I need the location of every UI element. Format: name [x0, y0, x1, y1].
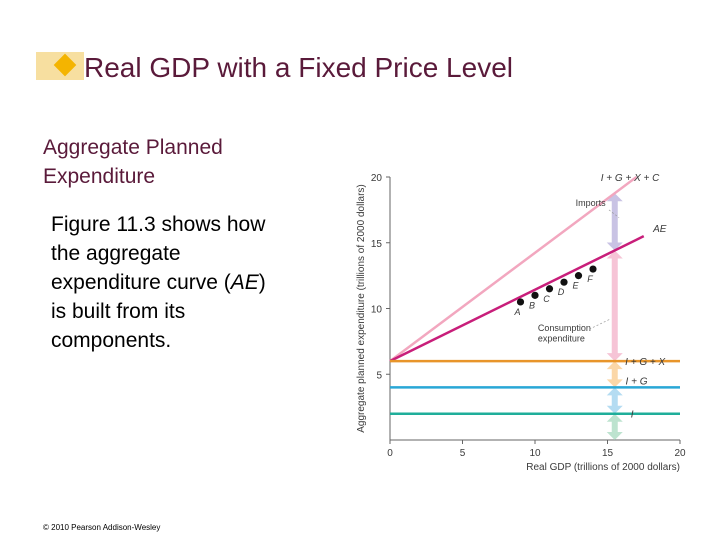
series-label: I + G + X: [625, 357, 665, 368]
body-line: components.: [51, 329, 172, 352]
chart-labels: Real GDP (trillions of 2000 dollars) Aggr…: [356, 173, 680, 473]
imports-arrow-head-down: [606, 242, 623, 251]
imports-arrow-head-up: [606, 193, 623, 202]
government-arrow-shaft: [611, 393, 618, 408]
consumption-arrow-head-up: [606, 250, 623, 259]
x-axis-label: Real GDP (trillions of 2000 dollars): [526, 462, 680, 473]
body-text-span: expenditure curve (: [51, 271, 231, 294]
y-tick-label: 20: [371, 173, 383, 184]
imports-arrow-shaft: [611, 199, 618, 245]
net-exports-arrow-shaft: [611, 367, 618, 382]
point-label: C: [543, 294, 550, 304]
chart-series: [389, 175, 680, 415]
government-arrow: [606, 387, 623, 414]
x-tick-label: 5: [460, 448, 466, 459]
series-label: I + G + X + C: [601, 173, 660, 184]
point-label: D: [558, 287, 565, 297]
body-paragraph: Figure 11.3 shows how the aggregate expe…: [51, 210, 313, 355]
body-line: is built from its: [51, 300, 186, 323]
x-tick-label: 15: [602, 448, 614, 459]
chart-grid: 0 5 10 15 20 5 10 15 20: [371, 173, 686, 459]
point-d: [560, 278, 568, 286]
point-label: A: [513, 307, 520, 317]
y-tick-label: 5: [376, 370, 382, 381]
body-line: the aggregate: [51, 242, 181, 265]
x-tick-label: 0: [387, 448, 393, 459]
investment-arrow-head-up: [606, 413, 623, 422]
net-exports-arrow-head-up: [606, 361, 623, 370]
series-ae: [389, 235, 645, 363]
ae-emphasis: AE: [230, 271, 259, 294]
body-text-span: ): [258, 271, 266, 294]
chart-points: [516, 265, 597, 306]
point-a: [516, 298, 525, 306]
point-f: [589, 265, 597, 273]
net-exports-arrow: [606, 361, 623, 388]
component-arrows: [606, 193, 623, 440]
point-b: [531, 291, 539, 299]
x-tick-label: 20: [674, 448, 686, 459]
investment-arrow-head-down: [606, 432, 623, 440]
government-arrow-head-up: [606, 387, 623, 396]
investment-arrow: [606, 413, 623, 440]
point-label: B: [529, 300, 535, 310]
imports-arrow: [606, 193, 623, 251]
point-c: [545, 285, 554, 293]
consumption-arrow-head-down: [606, 353, 623, 362]
slide-title: Real GDP with a Fixed Price Level: [84, 52, 513, 83]
body-line: expenditure curve (AE): [51, 268, 313, 297]
consumption-arrow-shaft: [611, 256, 618, 356]
series-label: I: [631, 410, 634, 421]
section-heading-line: Expenditure: [43, 165, 156, 188]
consumption-leader: [585, 318, 611, 332]
x-tick-label: 10: [529, 448, 541, 459]
government-arrow-head-down: [606, 405, 623, 414]
consumption-annotation: Consumption: [538, 323, 591, 333]
ae-chart: 0 5 10 15 20 5 10 15 20 Real GDP (trillions of 2…: [356, 173, 686, 473]
section-heading: Aggregate Planned Expenditure: [43, 133, 303, 191]
imports-annotation: Imports: [576, 198, 607, 208]
section-heading-line: Aggregate Planned: [43, 136, 223, 159]
point-label: F: [587, 274, 593, 284]
copyright-notice: © 2010 Pearson Addison-Wesley: [43, 523, 161, 532]
y-tick-label: 10: [371, 305, 383, 316]
series-label: AE: [652, 224, 667, 235]
net-exports-arrow-head-down: [606, 379, 623, 388]
y-tick-label: 15: [371, 239, 383, 250]
body-line: Figure 11.3 shows how: [51, 213, 266, 236]
point-e: [574, 272, 583, 280]
y-axis-label: Aggregate planned expenditure (trillions…: [356, 184, 367, 433]
consumption-annotation: expenditure: [538, 333, 585, 343]
series-ig-x-c: [389, 175, 638, 363]
point-label: E: [572, 281, 579, 291]
consumption-arrow: [606, 250, 623, 362]
series-label: I + G: [626, 376, 648, 387]
investment-arrow-shaft: [611, 419, 618, 434]
